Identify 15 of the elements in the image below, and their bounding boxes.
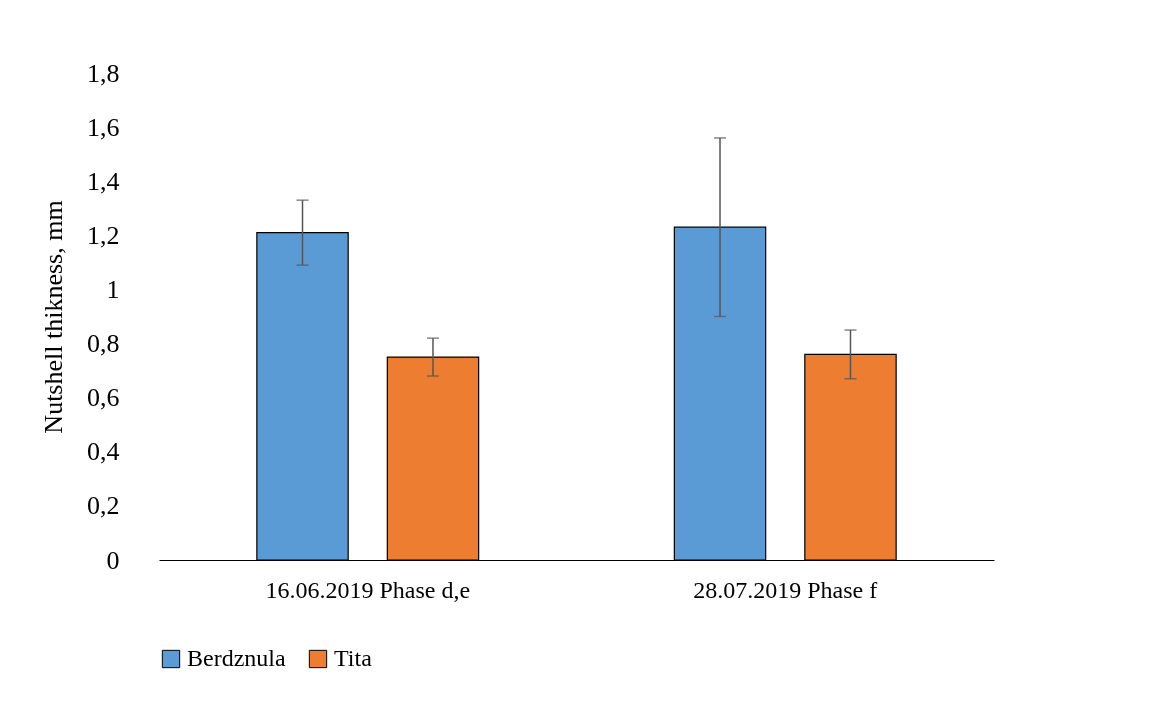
y-tick-label: 1,2 — [87, 220, 120, 250]
y-tick-label: 0,4 — [87, 437, 120, 467]
y-axis-title: Nutshell thikness, mm — [39, 200, 68, 434]
x-tick-label: 28.07.2019 Phase f — [693, 576, 878, 603]
y-tick-label: 1,4 — [87, 166, 120, 196]
y-tick-label: 0,8 — [87, 329, 120, 359]
y-tick-label: 1 — [106, 274, 120, 304]
legend-label: Tita — [334, 645, 373, 671]
y-tick-label: 0,2 — [87, 491, 120, 521]
legend-label: Berdznula — [187, 645, 286, 671]
y-tick-label: 0 — [106, 545, 120, 575]
y-tick-label: 1,6 — [87, 112, 120, 142]
x-tick-label: 16.06.2019 Phase d,e — [265, 576, 471, 603]
y-tick-label: 1,8 — [87, 58, 120, 88]
y-tick-label: 0,6 — [87, 383, 120, 413]
